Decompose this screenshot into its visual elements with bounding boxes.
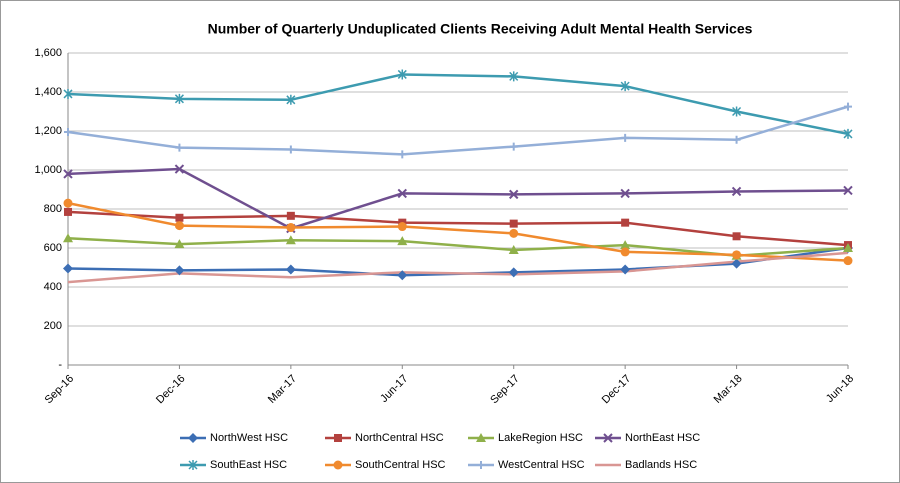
y-tick-label: 1,000 — [34, 164, 62, 176]
marker — [397, 236, 408, 246]
series-line — [67, 73, 849, 136]
marker — [397, 188, 407, 199]
marker — [286, 223, 296, 233]
y-tick-label: 1,400 — [34, 86, 62, 98]
marker — [174, 221, 184, 231]
marker — [509, 219, 518, 228]
y-tick-label: 800 — [44, 203, 62, 215]
marker — [63, 169, 73, 179]
marker — [843, 256, 853, 266]
marker — [843, 128, 853, 139]
marker — [731, 258, 742, 269]
legend-label: WestCentral HSC — [498, 459, 585, 471]
y-tick-label: 200 — [44, 320, 62, 332]
marker — [603, 433, 613, 443]
marker — [621, 133, 630, 142]
marker — [285, 264, 296, 275]
legend-label: LakeRegion HSC — [498, 432, 583, 444]
series-line — [67, 251, 849, 284]
marker — [620, 188, 630, 199]
marker — [732, 250, 742, 260]
marker — [620, 247, 630, 257]
marker — [476, 433, 486, 442]
marker — [334, 434, 342, 442]
marker — [509, 228, 519, 238]
marker — [63, 233, 73, 243]
series-line — [67, 201, 849, 262]
marker — [397, 69, 407, 80]
marker — [333, 460, 343, 470]
marker — [620, 81, 630, 92]
marker — [286, 94, 296, 105]
marker — [732, 232, 741, 241]
marker — [64, 127, 72, 136]
marker — [509, 189, 519, 200]
marker — [174, 164, 185, 174]
marker — [843, 243, 853, 252]
marker — [398, 150, 407, 159]
marker — [174, 265, 185, 276]
marker — [188, 460, 198, 470]
series-line — [67, 105, 849, 156]
marker — [620, 240, 631, 250]
marker — [64, 207, 72, 216]
marker — [63, 198, 73, 208]
marker — [844, 102, 852, 111]
marker — [731, 186, 742, 197]
marker — [477, 461, 485, 469]
legend-label: NorthCentral HSC — [355, 432, 444, 444]
series-line — [67, 210, 849, 247]
marker — [63, 88, 73, 99]
marker — [63, 263, 73, 274]
marker — [285, 235, 296, 245]
marker — [732, 106, 742, 117]
marker — [286, 145, 295, 154]
marker — [843, 185, 853, 196]
marker — [397, 270, 408, 281]
y-tick-label: - — [58, 359, 62, 371]
y-tick-label: 600 — [44, 242, 62, 254]
legend-label: NorthEast HSC — [625, 432, 700, 444]
legend-label: NorthWest HSC — [210, 432, 288, 444]
marker — [509, 71, 519, 82]
marker — [508, 267, 519, 278]
marker — [732, 135, 741, 144]
legend-label: SouthCentral HSC — [355, 459, 446, 471]
marker — [175, 143, 184, 152]
marker — [397, 222, 407, 232]
marker — [508, 244, 519, 254]
legend-label: SouthEast HSC — [210, 459, 287, 471]
marker — [175, 213, 184, 222]
y-tick-label: 1,600 — [34, 47, 62, 59]
marker — [188, 433, 198, 443]
marker — [620, 264, 631, 275]
legend-label: Badlands HSC — [625, 459, 697, 471]
marker — [621, 218, 630, 227]
marker — [286, 211, 295, 220]
chart-title: Number of Quarterly Unduplicated Clients… — [208, 21, 753, 37]
marker — [174, 93, 184, 104]
y-tick-label: 1,200 — [34, 125, 62, 137]
y-tick-label: 400 — [44, 281, 62, 293]
marker — [509, 142, 518, 151]
series-line — [67, 167, 849, 230]
marker — [174, 239, 185, 249]
